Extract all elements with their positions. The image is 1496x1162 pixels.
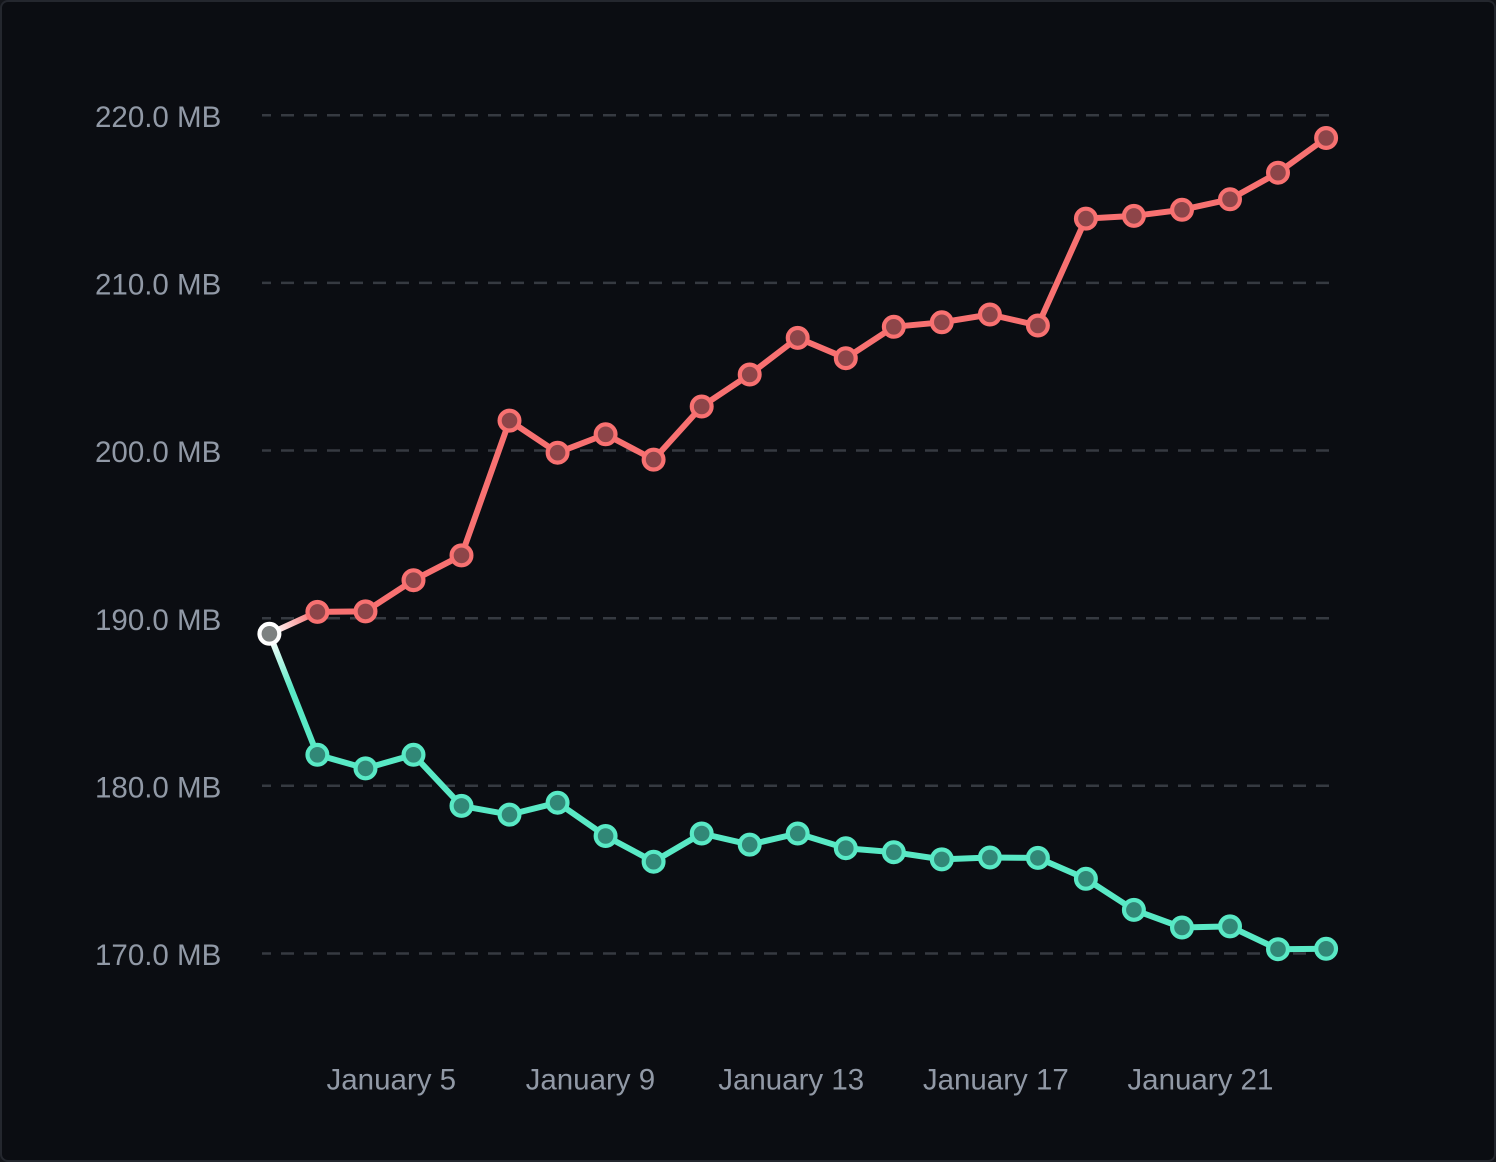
- svg-text:190.0 MB: 190.0 MB: [95, 604, 221, 637]
- svg-text:January 17: January 17: [923, 1063, 1069, 1096]
- svg-text:180.0 MB: 180.0 MB: [95, 771, 221, 804]
- svg-text:220.0 MB: 220.0 MB: [95, 101, 221, 134]
- svg-text:January 13: January 13: [718, 1063, 864, 1096]
- svg-text:170.0 MB: 170.0 MB: [95, 939, 221, 972]
- svg-text:January 9: January 9: [526, 1063, 656, 1096]
- svg-text:200.0 MB: 200.0 MB: [95, 436, 221, 469]
- svg-text:210.0 MB: 210.0 MB: [95, 269, 221, 302]
- svg-text:January 5: January 5: [327, 1063, 457, 1096]
- svg-text:January 21: January 21: [1127, 1063, 1273, 1096]
